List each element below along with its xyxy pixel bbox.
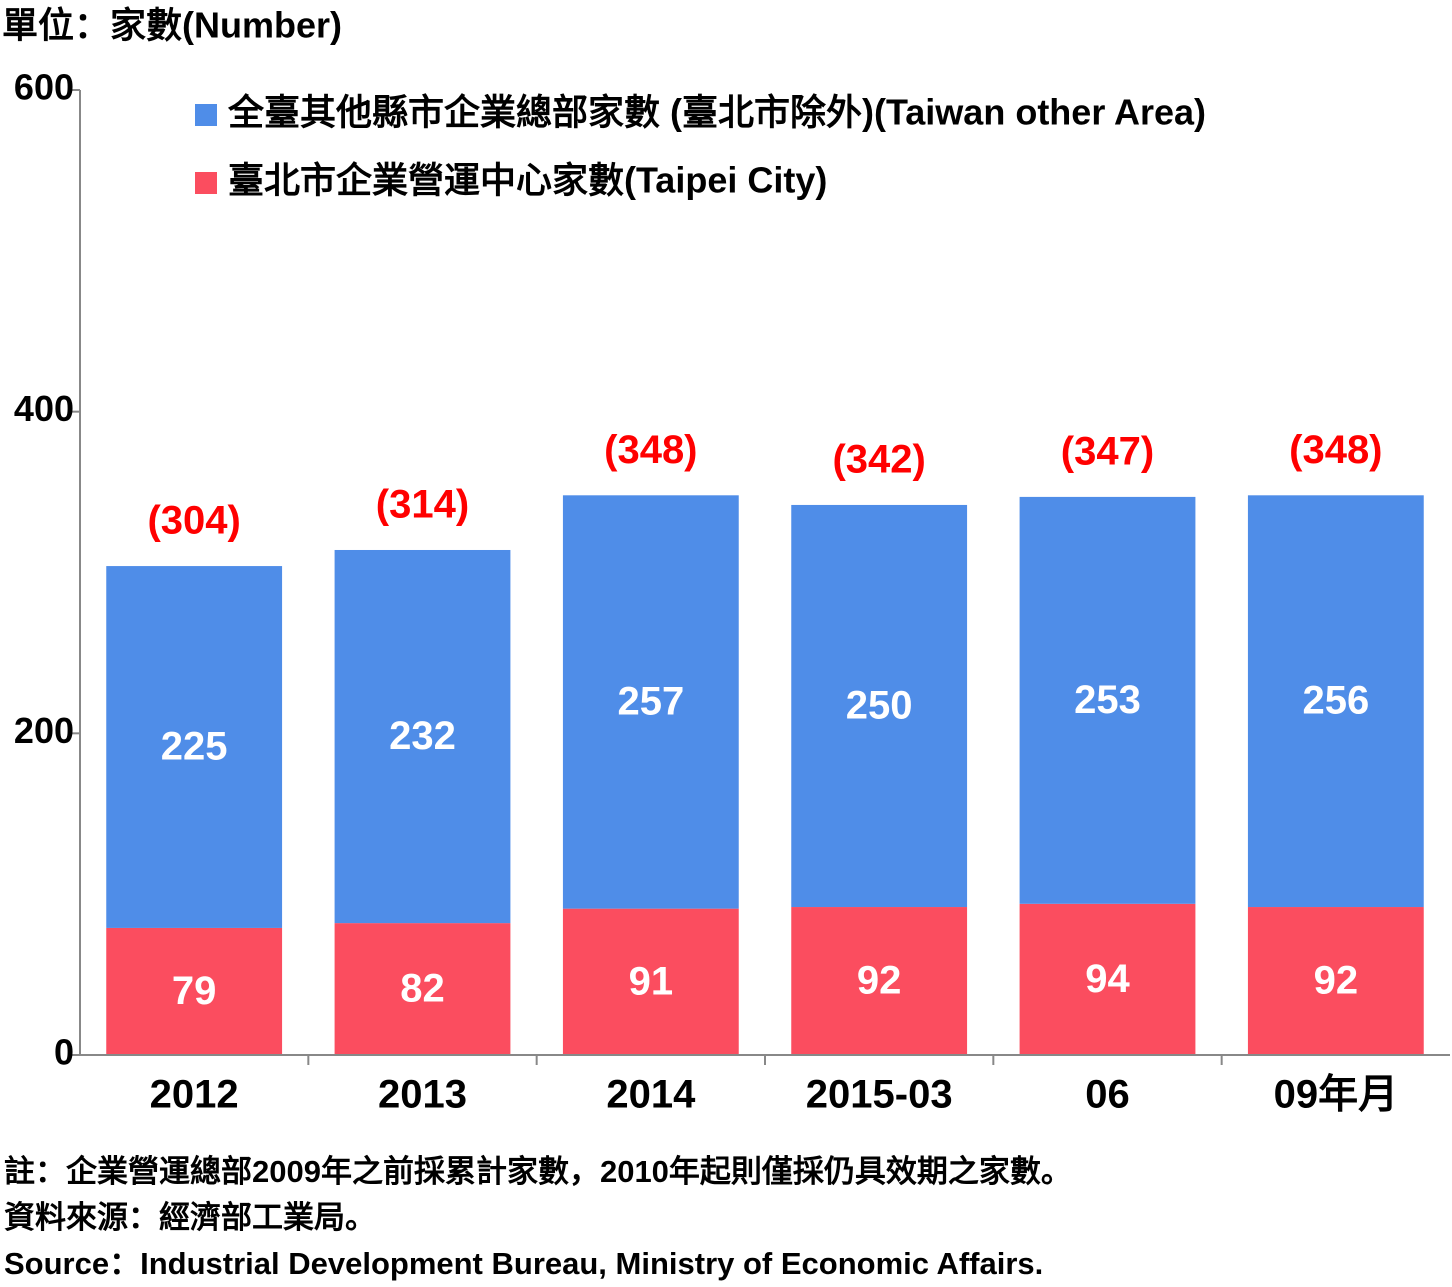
bar-segment — [1247, 907, 1424, 1055]
bar-segment — [1247, 495, 1424, 908]
bar-segment — [1019, 903, 1196, 1055]
total-label: (304) — [147, 499, 240, 543]
total-label: (342) — [832, 438, 925, 482]
value-label: 92 — [1314, 959, 1359, 1003]
x-tick-label: 2015-03 — [806, 1073, 953, 1117]
y-tick-label: 400 — [14, 388, 74, 429]
x-tick-label: 2013 — [378, 1073, 467, 1117]
bar-segment — [334, 923, 511, 1055]
y-tick-label: 600 — [14, 67, 74, 108]
value-label: 79 — [172, 969, 217, 1013]
total-label: (348) — [1289, 428, 1382, 472]
x-tick-label: 2014 — [606, 1073, 696, 1117]
bar-segment — [562, 495, 739, 909]
x-tick-label: 06 — [1085, 1073, 1130, 1117]
value-label: 82 — [400, 967, 445, 1011]
legend-swatch — [195, 104, 217, 126]
bar-segment — [562, 908, 739, 1055]
legend-label: 臺北市企業營運中心家數(Taipei City) — [228, 160, 827, 201]
value-label: 253 — [1074, 678, 1141, 722]
note: 註：企業營運總部2009年之前採累計家數，2010年起則僅採仍具效期之家數。 — [4, 1154, 1072, 1189]
value-label: 225 — [161, 725, 228, 769]
total-label: (314) — [376, 483, 469, 527]
bar-segment — [334, 549, 511, 924]
note: 資料來源：經濟部工業局。 — [4, 1200, 376, 1235]
value-label: 250 — [846, 684, 913, 728]
x-tick-label: 2012 — [150, 1073, 239, 1117]
y-tick-label: 0 — [54, 1032, 74, 1073]
bar-segment — [791, 504, 968, 908]
value-label: 232 — [389, 714, 456, 758]
bar-segment — [1019, 496, 1196, 904]
value-label: 257 — [617, 680, 684, 724]
total-label: (347) — [1061, 429, 1154, 473]
legend-swatch — [195, 172, 217, 194]
value-label: 91 — [629, 959, 674, 1003]
legend-label: 全臺其他縣市企業總部家數 (臺北市除外)(Taiwan other Area) — [227, 92, 1206, 133]
value-label: 94 — [1085, 957, 1130, 1001]
y-tick-label: 200 — [14, 710, 74, 751]
bar-segment — [106, 927, 283, 1055]
bar-segment — [791, 907, 968, 1055]
x-tick-label: 09年月 — [1274, 1073, 1399, 1117]
unit-label: 單位：家數(Number) — [2, 5, 342, 46]
note: Source：Industrial Development Bureau, Mi… — [4, 1246, 1043, 1281]
bar-segment — [106, 566, 283, 928]
value-label: 256 — [1302, 679, 1369, 723]
total-label: (348) — [604, 428, 697, 472]
value-label: 92 — [857, 959, 902, 1003]
